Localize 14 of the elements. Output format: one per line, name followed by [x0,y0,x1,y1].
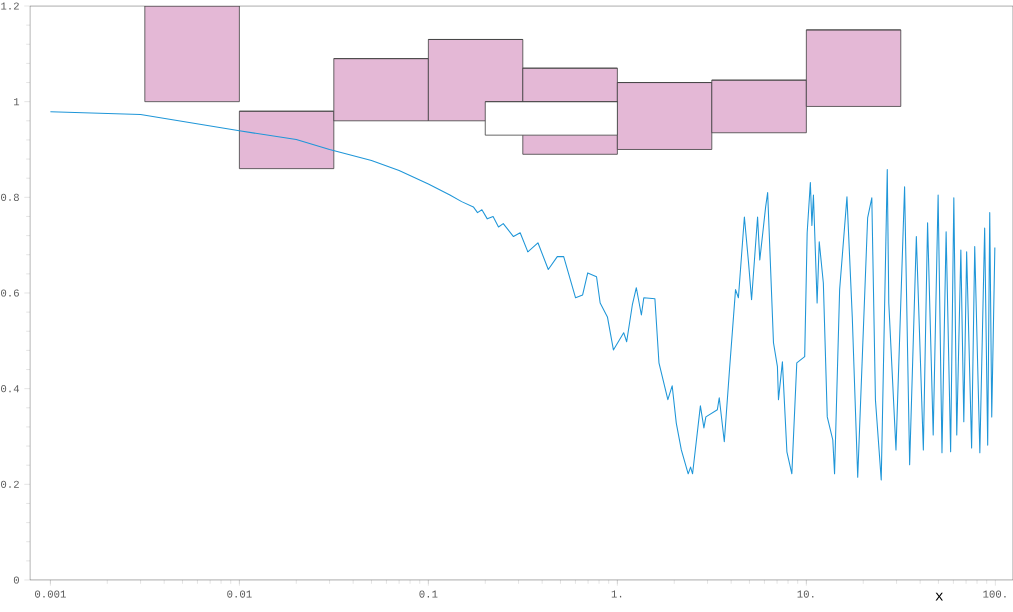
x-tick-label: 100. [983,590,1006,598]
y-tick-label: 1.2 [1,2,19,10]
y-tick-label: 0 [13,576,19,584]
x-tick-label: 0.001 [35,590,66,598]
y-tick-label: 0.2 [1,480,19,488]
y-tick-label: 0.8 [1,193,19,201]
y-tick-label: 1 [13,98,20,106]
x-tick-label: 0.01 [227,590,252,598]
x-tick-label: 0.1 [419,590,438,598]
y-tick-label: 0.6 [1,289,19,297]
x-tick-label: 10. [797,590,814,598]
x-axis-title: x [935,592,943,601]
y-tick-label: 0.4 [1,385,20,393]
x-tick-label: 1. [611,590,622,598]
